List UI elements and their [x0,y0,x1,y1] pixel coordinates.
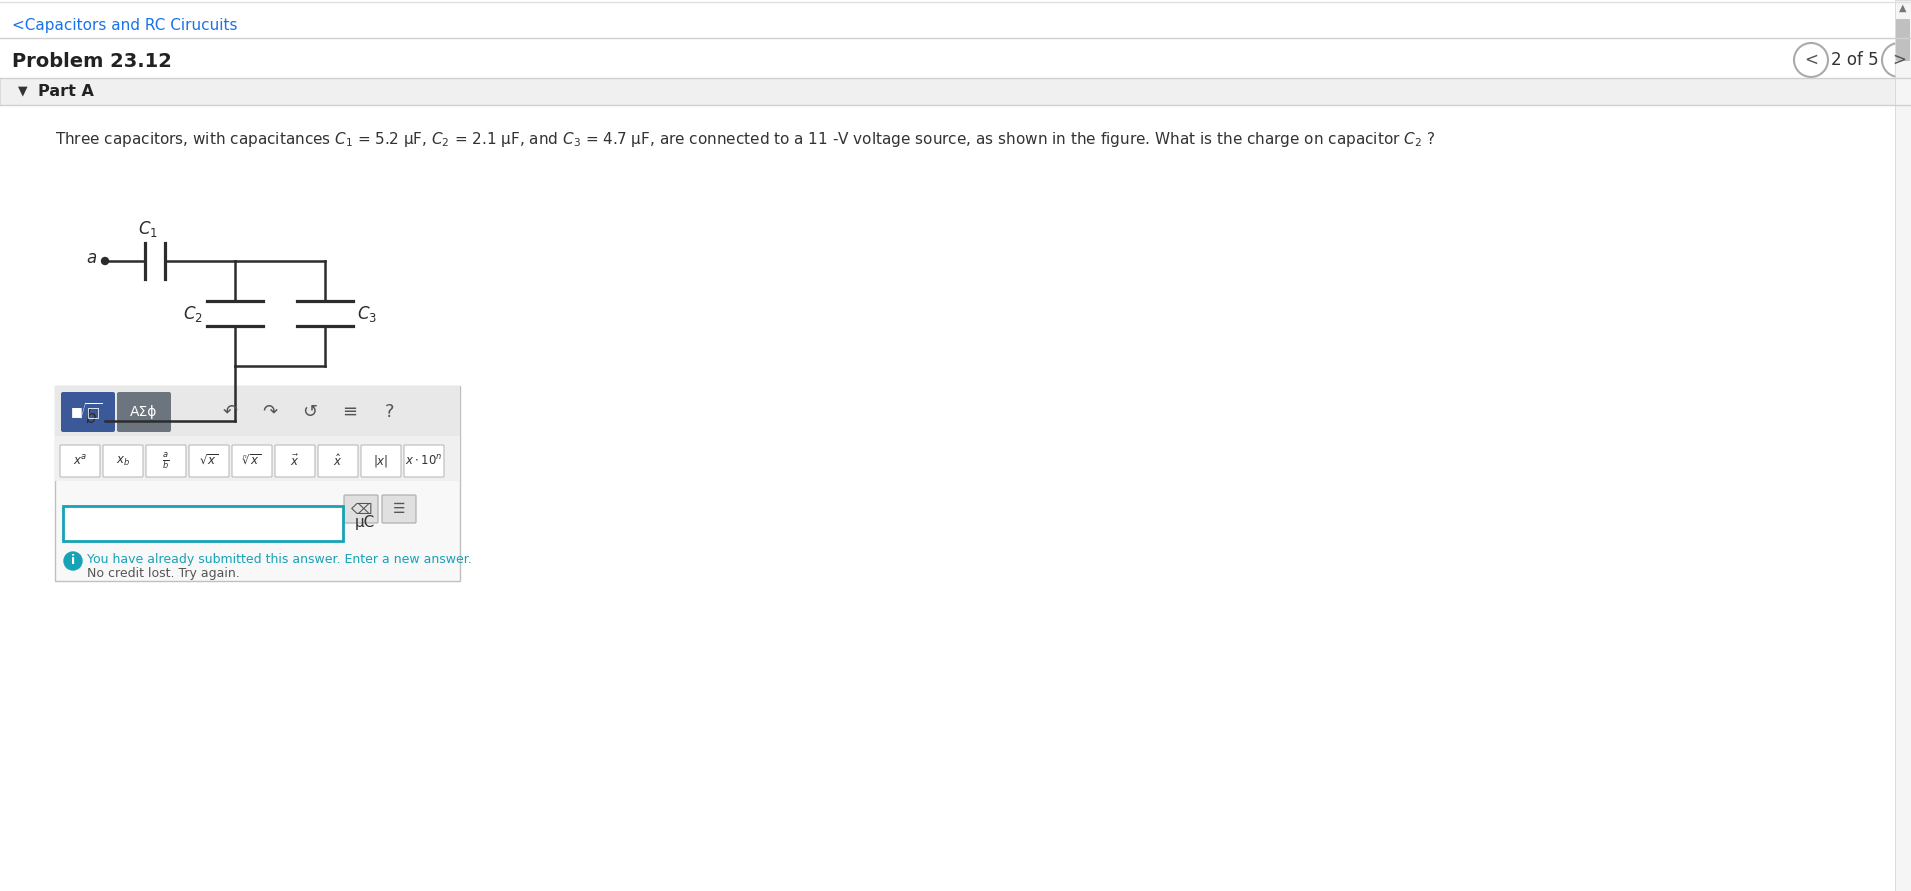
Text: Three capacitors, with capacitances $C_1$ = 5.2 μF, $C_2$ = 2.1 μF, and $C_3$ = : Three capacitors, with capacitances $C_1… [55,130,1435,149]
FancyBboxPatch shape [1896,0,1911,891]
FancyBboxPatch shape [189,445,229,477]
Text: $\sqrt{□}$: $\sqrt{□}$ [76,402,103,422]
FancyBboxPatch shape [403,445,443,477]
FancyBboxPatch shape [55,436,461,481]
Text: Part A: Part A [38,84,94,99]
Circle shape [1882,43,1911,77]
FancyBboxPatch shape [361,445,401,477]
FancyBboxPatch shape [231,445,271,477]
Text: AΣϕ: AΣϕ [130,405,159,419]
Text: $\vec{x}$: $\vec{x}$ [290,454,300,469]
Text: $\sqrt[n]{x}$: $\sqrt[n]{x}$ [243,454,262,468]
FancyBboxPatch shape [103,445,143,477]
Text: ↺: ↺ [302,403,317,421]
Text: ↶: ↶ [222,403,237,421]
Text: ▼: ▼ [17,85,27,97]
Text: ?: ? [386,403,396,421]
Text: $C_3$: $C_3$ [357,304,376,323]
Text: $C_2$: $C_2$ [183,304,203,323]
FancyBboxPatch shape [0,78,1911,105]
FancyBboxPatch shape [55,386,461,436]
Text: 2 of 5: 2 of 5 [1831,51,1879,69]
FancyBboxPatch shape [61,392,115,432]
Text: ☰: ☰ [394,502,405,516]
Text: $C_1$: $C_1$ [138,219,159,239]
Text: ■: ■ [71,405,82,419]
Circle shape [1794,43,1829,77]
FancyBboxPatch shape [55,386,461,581]
Text: <: < [1804,51,1817,69]
FancyBboxPatch shape [382,495,417,523]
Text: No credit lost. Try again.: No credit lost. Try again. [88,567,239,579]
Text: ▲: ▲ [1900,3,1907,13]
Text: $|x|$: $|x|$ [373,453,388,469]
Text: ≡: ≡ [342,403,357,421]
Text: $\hat{x}$: $\hat{x}$ [333,453,342,469]
FancyBboxPatch shape [117,392,170,432]
Text: You have already submitted this answer. Enter a new answer.: You have already submitted this answer. … [88,552,472,566]
FancyBboxPatch shape [317,445,357,477]
Circle shape [63,552,82,570]
Text: i: i [71,554,75,568]
FancyBboxPatch shape [275,445,315,477]
Text: $x_b$: $x_b$ [117,454,130,468]
Text: ↷: ↷ [262,403,277,421]
Text: ⌫: ⌫ [350,502,373,517]
FancyBboxPatch shape [63,506,342,541]
Circle shape [101,257,109,265]
Text: <Capacitors and RC Cirucuits: <Capacitors and RC Cirucuits [11,18,237,33]
Circle shape [101,418,109,424]
Text: $\sqrt{x}$: $\sqrt{x}$ [199,454,218,468]
Text: Problem 23.12: Problem 23.12 [11,52,172,71]
Text: $x^a$: $x^a$ [73,454,88,468]
Text: $a$: $a$ [86,249,97,267]
Text: $x\cdot10^n$: $x\cdot10^n$ [405,454,443,468]
FancyBboxPatch shape [59,445,99,477]
FancyBboxPatch shape [344,495,378,523]
Text: $\frac{a}{b}$: $\frac{a}{b}$ [162,451,170,471]
FancyBboxPatch shape [1896,19,1909,61]
FancyBboxPatch shape [145,445,185,477]
Text: >: > [1892,51,1905,69]
Text: $b$: $b$ [86,409,97,427]
Text: μC: μC [355,516,375,530]
